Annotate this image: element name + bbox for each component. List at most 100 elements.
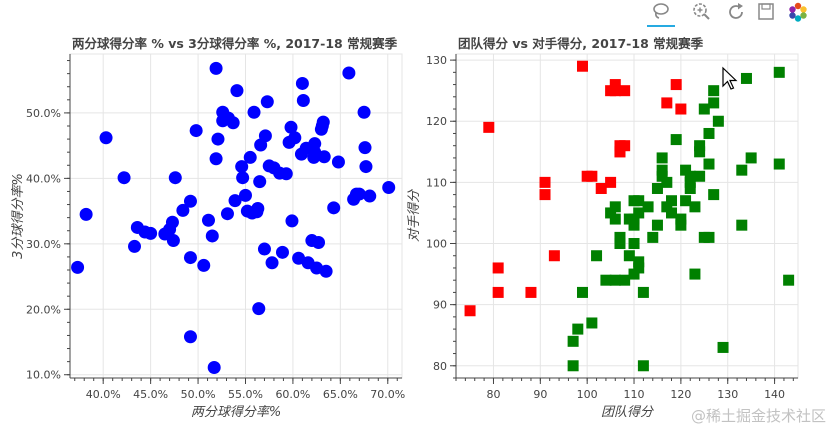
c2-green-point[interactable] — [703, 231, 715, 243]
c1-point[interactable] — [260, 95, 274, 109]
save-icon[interactable] — [755, 1, 777, 23]
c2-green-point[interactable] — [609, 274, 621, 286]
c1-point[interactable] — [252, 302, 266, 316]
c2-green-point[interactable] — [689, 201, 701, 213]
c2-green-point[interactable] — [572, 323, 584, 335]
c1-point[interactable] — [209, 152, 223, 166]
c1-point[interactable] — [189, 124, 203, 138]
c2-green-point[interactable] — [628, 219, 640, 231]
c1-point[interactable] — [230, 84, 244, 98]
c2-red-point[interactable] — [605, 176, 617, 188]
c1-point[interactable] — [201, 213, 215, 227]
c1-point[interactable] — [279, 167, 293, 181]
c2-green-point[interactable] — [661, 201, 673, 213]
c2-green-point[interactable] — [609, 213, 621, 225]
c1-point[interactable] — [253, 175, 267, 189]
c1-point[interactable] — [117, 171, 131, 185]
c2-green-point[interactable] — [670, 134, 682, 146]
c1-point[interactable] — [99, 131, 113, 145]
c2-green-point[interactable] — [609, 201, 621, 213]
c2-green-point[interactable] — [745, 152, 757, 164]
c2-green-point[interactable] — [698, 103, 710, 115]
c2-red-point[interactable] — [464, 305, 476, 317]
c2-red-point[interactable] — [525, 286, 537, 298]
c1-point[interactable] — [327, 201, 341, 215]
c2-green-point[interactable] — [567, 360, 579, 372]
c2-green-point[interactable] — [591, 250, 603, 262]
c2-green-point[interactable] — [680, 195, 692, 207]
c1-point[interactable] — [258, 129, 272, 143]
c2-green-point[interactable] — [633, 195, 645, 207]
c2-green-point[interactable] — [736, 219, 748, 231]
c2-green-point[interactable] — [661, 176, 673, 188]
c2-green-point[interactable] — [694, 146, 706, 158]
c2-red-point[interactable] — [548, 250, 560, 262]
c1-point[interactable] — [312, 236, 326, 250]
c1-point[interactable] — [284, 120, 298, 134]
c2-green-point[interactable] — [600, 274, 612, 286]
c2-green-point[interactable] — [637, 360, 649, 372]
c2-green-point[interactable] — [614, 231, 626, 243]
c2-green-point[interactable] — [773, 66, 785, 78]
lasso-select-icon[interactable] — [647, 1, 675, 27]
c1-point[interactable] — [128, 239, 142, 253]
c2-green-point[interactable] — [619, 274, 631, 286]
c2-green-point[interactable] — [717, 341, 729, 353]
c1-point[interactable] — [243, 150, 257, 164]
c1-point[interactable] — [319, 264, 333, 278]
c1-point[interactable] — [79, 207, 93, 221]
c2-green-point[interactable] — [576, 286, 588, 298]
zoom-in-icon[interactable] — [690, 1, 712, 23]
c1-point[interactable] — [285, 214, 299, 228]
c1-point[interactable] — [363, 189, 377, 203]
c1-point[interactable] — [183, 330, 197, 344]
c2-green-point[interactable] — [684, 182, 696, 194]
c2-green-point[interactable] — [703, 158, 715, 170]
c2-red-point[interactable] — [595, 182, 607, 194]
c2-green-point[interactable] — [628, 268, 640, 280]
c1-point[interactable] — [226, 116, 240, 130]
c2-green-point[interactable] — [633, 256, 645, 268]
reset-icon[interactable] — [725, 1, 747, 23]
c1-point[interactable] — [183, 251, 197, 265]
c2-green-point[interactable] — [642, 201, 654, 213]
bokeh-logo-icon[interactable] — [787, 1, 809, 23]
c2-green-point[interactable] — [783, 274, 795, 286]
c1-point[interactable] — [209, 61, 223, 75]
c2-green-point[interactable] — [773, 158, 785, 170]
c2-green-point[interactable] — [675, 219, 687, 231]
c1-point[interactable] — [183, 194, 197, 208]
c1-point[interactable] — [352, 187, 366, 201]
c1-point[interactable] — [238, 188, 252, 202]
c1-point[interactable] — [211, 132, 225, 146]
c1-point[interactable] — [165, 215, 179, 229]
c2-red-point[interactable] — [675, 103, 687, 115]
c2-red-point[interactable] — [492, 262, 504, 274]
c2-green-point[interactable] — [647, 231, 659, 243]
c2-red-point[interactable] — [661, 97, 673, 109]
c1-point[interactable] — [247, 105, 261, 119]
c2-green-point[interactable] — [684, 170, 696, 182]
c2-red-point[interactable] — [492, 286, 504, 298]
c1-point[interactable] — [166, 234, 180, 248]
c2-green-point[interactable] — [567, 335, 579, 347]
c2-green-point[interactable] — [633, 207, 645, 219]
c1-point[interactable] — [205, 229, 219, 243]
c2-green-point[interactable] — [656, 152, 668, 164]
c1-point[interactable] — [257, 242, 271, 256]
c1-point[interactable] — [316, 115, 330, 129]
c1-point[interactable] — [207, 361, 221, 375]
c2-red-point[interactable] — [609, 79, 621, 91]
c1-point[interactable] — [71, 260, 85, 274]
c1-point[interactable] — [357, 105, 371, 119]
c1-point[interactable] — [358, 141, 372, 155]
c2-green-point[interactable] — [586, 317, 598, 329]
c2-red-point[interactable] — [539, 189, 551, 201]
c2-green-point[interactable] — [684, 176, 696, 188]
c1-point[interactable] — [236, 171, 250, 185]
c2-red-point[interactable] — [614, 146, 626, 158]
c2-red-point[interactable] — [609, 85, 621, 97]
c1-point[interactable] — [288, 131, 302, 145]
c2-green-point[interactable] — [605, 207, 617, 219]
c1-point[interactable] — [265, 256, 279, 270]
